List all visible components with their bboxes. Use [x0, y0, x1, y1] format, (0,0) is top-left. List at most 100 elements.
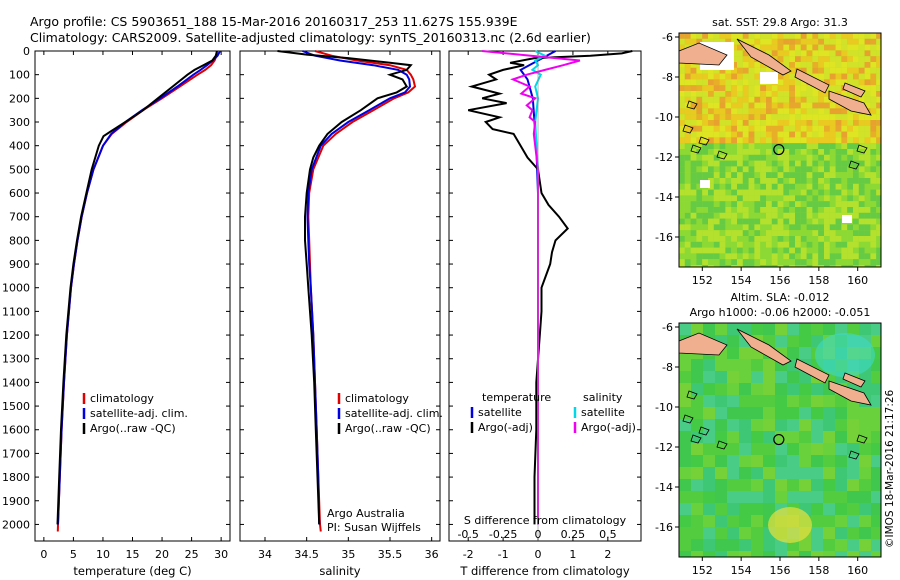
sst-map-cell — [818, 62, 824, 68]
sst-map-cell — [696, 195, 703, 202]
sst-map-cell — [795, 218, 801, 225]
sst-map-cell — [766, 247, 772, 254]
sst-map-cell — [876, 114, 881, 120]
sst-map-cell — [806, 108, 813, 115]
sst-map-cell — [876, 143, 881, 149]
sst-map-cell — [864, 195, 871, 202]
sst-map-cell — [870, 195, 877, 202]
difference-top-tick-label: 0.25 — [561, 528, 586, 541]
sst-map-cell — [824, 230, 830, 236]
sst-map-cell — [690, 120, 697, 126]
sst-map-cell — [708, 236, 714, 242]
sst-map-cell — [754, 218, 761, 225]
sst-map-cell — [829, 207, 836, 213]
sst-map-cell — [719, 236, 726, 242]
sst-map-cell — [760, 120, 766, 126]
sst-map-cell — [806, 230, 813, 236]
sst-map-cell — [800, 201, 807, 207]
sst-map-cell — [870, 56, 877, 62]
sst-map-cell — [719, 96, 726, 103]
sst-map-cell — [754, 265, 761, 267]
sst-map-cell — [876, 230, 881, 236]
sst-map-cell — [748, 236, 755, 242]
sst-map-cell — [853, 241, 859, 248]
sla-map-cell — [799, 467, 811, 479]
sst-map-cell — [812, 195, 819, 202]
sst-map-cell — [702, 247, 708, 254]
sst-map-cell — [841, 230, 848, 236]
sst-map-cell — [696, 218, 703, 225]
sla-map-cell — [751, 419, 763, 431]
sst-map-cell — [754, 114, 761, 120]
sla-map-ytick-label: -12 — [655, 441, 673, 454]
sst-map-cell — [870, 212, 877, 219]
sst-map-cell — [806, 201, 813, 207]
sst-map-cell — [713, 241, 720, 248]
salinity-xtick-label: 36 — [425, 548, 439, 561]
difference-legend-label: satellite — [581, 406, 625, 419]
sst-map-cell — [853, 73, 859, 80]
sst-map-cell — [696, 62, 703, 68]
sst-map-cell — [766, 44, 772, 51]
sst-map-cell — [835, 102, 842, 109]
sst-map-cell — [742, 224, 749, 231]
sst-map-cell — [679, 183, 685, 190]
sla-map-cell — [679, 479, 691, 491]
sst-map-cell — [725, 131, 732, 138]
sst-map-cell — [847, 178, 853, 184]
sst-map-cell — [684, 259, 691, 265]
salinity-xtick-label: 35 — [341, 548, 355, 561]
sst-map-cell — [818, 253, 824, 260]
sla-map-cell — [871, 503, 881, 515]
sst-map-cell — [679, 218, 685, 225]
sst-map-cell — [800, 241, 807, 248]
sla-map-cell — [703, 455, 715, 467]
sst-map-cell — [766, 125, 772, 132]
sst-map-cell — [690, 125, 697, 132]
sla-map-cell — [775, 491, 787, 503]
sst-map-cell — [690, 131, 697, 138]
sst-map-cell — [742, 218, 749, 225]
sst-map-cell — [824, 131, 830, 138]
sla-map-cell — [799, 395, 811, 407]
sst-map-cell — [795, 183, 801, 190]
sst-map-cell — [713, 91, 720, 97]
sst-map-cell — [800, 207, 807, 213]
sst-map-cell — [748, 201, 755, 207]
sst-map-cell — [864, 38, 871, 45]
sst-map-cell — [742, 166, 749, 173]
sst-map-cell — [777, 143, 784, 149]
sla-map-cell — [727, 335, 739, 347]
sla-map-cell — [835, 455, 847, 467]
sst-map-cell — [806, 183, 813, 190]
sst-map-cell — [754, 178, 761, 184]
sst-map-cell — [800, 230, 807, 236]
sst-map-cell — [748, 91, 755, 97]
sla-map-cell — [775, 479, 787, 491]
sla-map-cell — [715, 503, 727, 515]
difference-legend-label: Argo(-adj) — [478, 421, 533, 434]
sst-map-cell — [737, 154, 743, 161]
sst-map-cell — [818, 230, 824, 236]
sst-map-cell — [737, 102, 743, 109]
sla-map-cell — [811, 515, 823, 527]
sst-map-cell — [679, 166, 685, 173]
sst-map-cell — [783, 265, 790, 267]
sst-map-cell — [742, 62, 749, 68]
sst-map-cell — [754, 166, 761, 173]
sst-map-cell — [754, 247, 761, 254]
sst-map-cell — [719, 143, 726, 149]
sla-map-cell — [715, 407, 727, 419]
sst-map-cell — [731, 195, 737, 202]
sla-map-cell — [727, 491, 739, 503]
sst-map-cell — [702, 33, 708, 39]
sst-map-cell — [766, 241, 772, 248]
sla-map-cell — [847, 551, 859, 557]
sst-map-cell — [858, 131, 865, 138]
sst-map-cell — [777, 125, 784, 132]
sst-map-cell — [760, 67, 766, 74]
sst-map-cell — [771, 91, 778, 97]
sst-map-cell — [690, 224, 697, 231]
sst-map-cell — [760, 195, 766, 202]
sst-map-cell — [777, 149, 784, 155]
